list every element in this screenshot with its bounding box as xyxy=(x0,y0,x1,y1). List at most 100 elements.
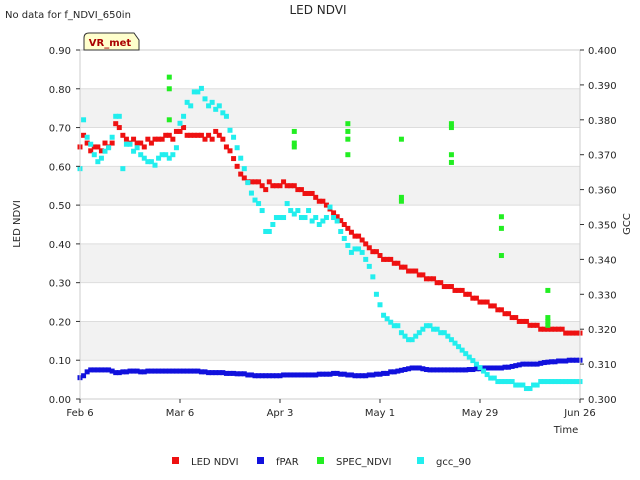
point-1-80 xyxy=(363,373,369,379)
point-3-76 xyxy=(348,249,354,255)
point-3-20 xyxy=(148,159,154,165)
point-3-7 xyxy=(102,148,108,154)
point-1-99 xyxy=(431,367,437,373)
point-0-12 xyxy=(120,132,126,138)
point-3-120 xyxy=(506,379,512,385)
point-0-42 xyxy=(227,148,233,154)
point-1-103 xyxy=(445,367,451,373)
point-1-129 xyxy=(538,360,544,366)
point-2-2 xyxy=(166,117,172,123)
point-3-47 xyxy=(245,180,251,186)
point-0-118 xyxy=(498,307,504,313)
point-3-131 xyxy=(545,379,551,385)
point-0-96 xyxy=(420,272,426,278)
point-1-117 xyxy=(495,365,501,371)
point-3-77 xyxy=(352,246,358,252)
point-3-103 xyxy=(445,333,451,339)
point-3-99 xyxy=(431,326,437,332)
point-2-0 xyxy=(166,74,172,80)
point-3-17 xyxy=(138,152,144,158)
point-0-95 xyxy=(416,272,422,278)
point-2-16 xyxy=(448,159,454,165)
point-3-80 xyxy=(363,256,369,262)
point-1-77 xyxy=(352,373,358,379)
point-3-112 xyxy=(477,365,483,371)
point-3-124 xyxy=(520,382,526,388)
point-0-10 xyxy=(113,121,119,127)
point-1-63 xyxy=(302,372,308,378)
point-1-55 xyxy=(273,373,279,379)
point-3-59 xyxy=(288,208,294,214)
y-left-tick-label-6: 0.60 xyxy=(49,162,71,173)
y-right-tick-label-7: 0.370 xyxy=(588,151,617,162)
point-3-104 xyxy=(448,337,454,343)
point-3-85 xyxy=(381,312,387,318)
y-right-tick-label-0: 0.300 xyxy=(588,395,617,406)
point-0-32 xyxy=(191,132,197,138)
point-2-19 xyxy=(498,253,504,259)
point-0-66 xyxy=(313,194,319,200)
point-1-30 xyxy=(184,368,190,374)
point-0-117 xyxy=(495,307,501,313)
point-3-67 xyxy=(316,222,322,227)
point-2-21 xyxy=(545,315,551,321)
band-3 xyxy=(80,243,580,283)
x-tick-label-0: Feb 6 xyxy=(66,408,93,419)
point-3-4 xyxy=(91,152,97,158)
point-0-121 xyxy=(509,315,515,321)
x-tick-label-1: Mar 6 xyxy=(166,408,194,419)
point-1-136 xyxy=(563,358,569,364)
point-1-40 xyxy=(220,370,226,376)
point-0-109 xyxy=(466,291,472,297)
point-1-97 xyxy=(423,367,429,373)
point-0-61 xyxy=(295,187,301,193)
point-3-11 xyxy=(116,113,122,119)
point-1-91 xyxy=(402,367,408,373)
point-3-1 xyxy=(81,117,87,123)
point-1-31 xyxy=(188,368,194,374)
point-2-3 xyxy=(291,128,297,134)
point-1-138 xyxy=(570,357,576,363)
point-0-124 xyxy=(520,318,526,324)
point-3-29 xyxy=(181,113,187,119)
point-3-128 xyxy=(534,382,540,388)
point-3-93 xyxy=(409,337,415,343)
point-3-72 xyxy=(334,218,340,224)
point-3-86 xyxy=(384,316,390,322)
y-right-tick-label-10: 0.400 xyxy=(588,46,617,57)
point-0-72 xyxy=(334,214,340,220)
legend-label-2: SPEC_NDVI xyxy=(336,457,391,468)
point-0-49 xyxy=(252,179,258,185)
point-1-113 xyxy=(481,365,487,371)
point-3-50 xyxy=(256,201,262,207)
point-1-27 xyxy=(173,368,179,374)
point-0-41 xyxy=(223,144,229,150)
point-3-71 xyxy=(331,215,337,221)
point-1-22 xyxy=(156,368,162,374)
legend-label-0: LED NDVI xyxy=(191,457,239,468)
point-3-84 xyxy=(377,302,383,308)
point-3-56 xyxy=(277,215,283,221)
point-1-62 xyxy=(298,372,304,378)
point-2-13 xyxy=(448,121,454,127)
point-1-66 xyxy=(313,372,319,378)
point-0-85 xyxy=(381,256,387,262)
point-0-1 xyxy=(81,132,87,138)
y-axis-left-label: LED NDVI xyxy=(12,200,23,248)
point-1-2 xyxy=(84,369,90,375)
point-0-131 xyxy=(545,326,551,332)
point-3-28 xyxy=(177,120,183,126)
point-3-15 xyxy=(131,148,137,154)
y-right-tick-label-8: 0.380 xyxy=(588,116,617,127)
point-3-16 xyxy=(134,145,140,151)
point-1-104 xyxy=(448,367,454,373)
point-1-128 xyxy=(534,361,540,367)
point-0-33 xyxy=(195,132,201,138)
point-3-118 xyxy=(498,379,504,385)
point-0-69 xyxy=(323,202,329,208)
point-3-127 xyxy=(531,382,537,388)
point-0-87 xyxy=(388,256,394,262)
point-1-49 xyxy=(252,373,258,379)
y-left-tick-label-2: 0.20 xyxy=(49,317,71,328)
point-1-134 xyxy=(556,358,562,364)
